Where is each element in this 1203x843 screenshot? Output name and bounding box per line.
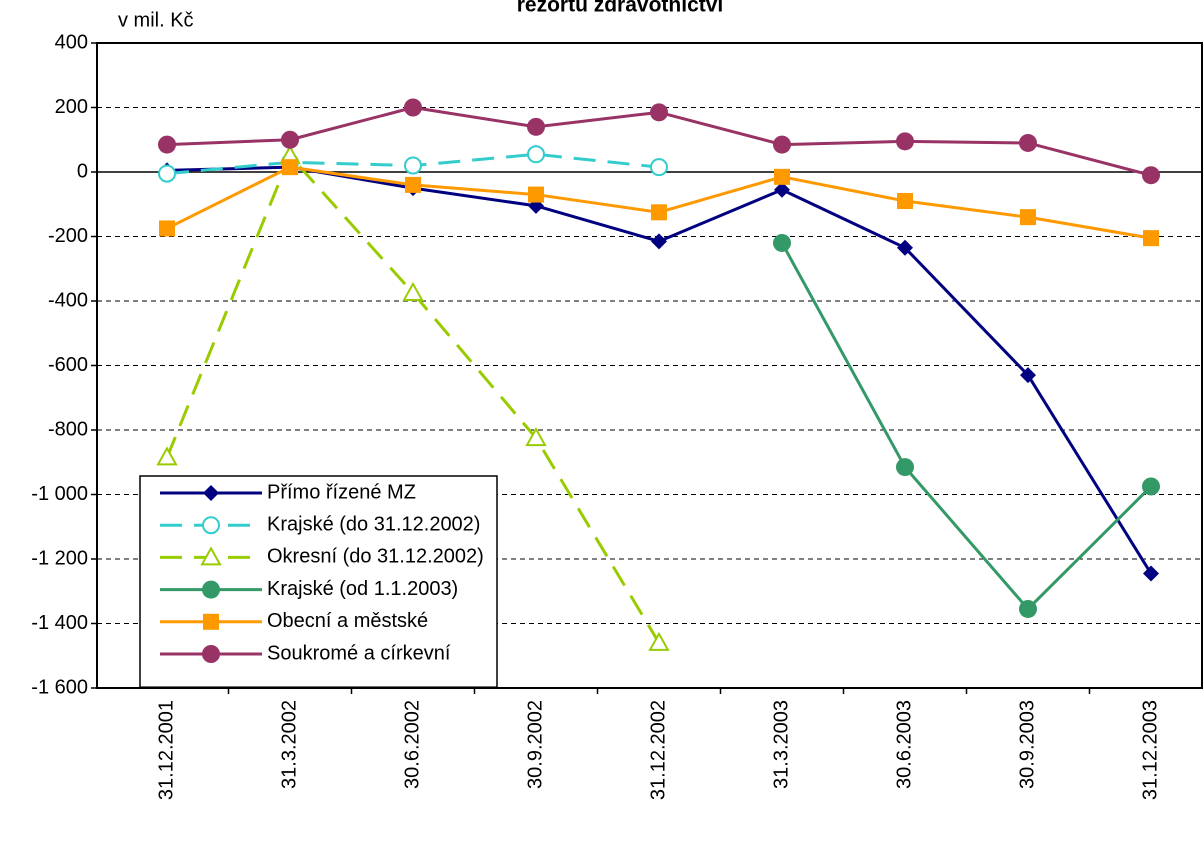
x-tick-label: 31.3.2003 [770, 700, 792, 789]
marker [897, 193, 913, 210]
marker [203, 485, 219, 501]
marker [650, 103, 668, 122]
series-line [165, 154, 661, 644]
x-tick-label: 31.12.2001 [155, 700, 177, 800]
marker [774, 181, 790, 198]
marker [773, 135, 791, 154]
x-tick-label: 31.3.2002 [278, 700, 300, 789]
marker [650, 158, 668, 177]
marker [525, 427, 547, 447]
x-tick-label: 30.6.2003 [893, 700, 915, 789]
marker [404, 98, 422, 117]
y-tick-label: -1 200 [31, 547, 88, 569]
marker [159, 220, 175, 237]
marker [158, 135, 176, 154]
chart-title: rezortu zdravotnictví [517, 0, 725, 17]
marker [774, 168, 790, 185]
y-tick-label: -600 [48, 354, 88, 376]
marker [1019, 133, 1037, 152]
y-tick-label: -800 [48, 418, 88, 440]
plot-border [96, 42, 1203, 689]
y-tick-label: 0 [77, 160, 88, 182]
x-tick-label: 30.6.2002 [401, 700, 423, 789]
marker [527, 145, 545, 164]
marker [528, 186, 544, 203]
x-tick-label: 31.12.2002 [647, 700, 669, 800]
y-tick-label: 400 [55, 31, 88, 53]
marker [896, 132, 914, 151]
marker [282, 159, 298, 176]
marker [1020, 367, 1036, 384]
marker [1142, 477, 1160, 496]
marker [773, 233, 791, 252]
legend-label: Okresní (do 31.12.2002) [267, 546, 484, 568]
marker [651, 204, 667, 221]
marker [404, 156, 422, 175]
series-line [780, 242, 1153, 611]
marker [896, 458, 914, 477]
y-tick-label: 200 [55, 96, 88, 118]
marker [202, 580, 220, 599]
marker [200, 546, 222, 566]
marker [158, 164, 176, 183]
marker [156, 446, 178, 466]
marker [402, 281, 424, 301]
marker [1019, 599, 1037, 618]
y-tick-label: -1 600 [31, 676, 88, 698]
legend-label: Přímo řízené MZ [267, 481, 416, 503]
marker [648, 631, 670, 651]
marker [1143, 565, 1159, 582]
marker [1020, 209, 1036, 226]
marker [651, 233, 667, 250]
legend-box [139, 475, 498, 688]
marker [527, 117, 545, 136]
marker [281, 130, 299, 149]
legend-label: Krajské (od 1.1.2003) [267, 578, 458, 600]
x-tick-label: 30.9.2002 [524, 700, 546, 789]
marker [202, 516, 220, 535]
legend-label: Soukromé a církevní [267, 642, 451, 664]
marker [1143, 230, 1159, 247]
y-tick-label: -200 [48, 225, 88, 247]
legend-label: Krajské (do 31.12.2002) [267, 513, 480, 535]
y-tick-label: -1 400 [31, 612, 88, 634]
marker [405, 176, 421, 193]
y-tick-label: -1 000 [31, 483, 88, 505]
x-tick-label: 31.12.2003 [1139, 700, 1161, 800]
marker [1142, 166, 1160, 185]
series-line [166, 165, 1152, 240]
marker [897, 239, 913, 256]
y-axis-label: v mil. Kč [118, 9, 194, 31]
marker [203, 613, 219, 630]
legend-label: Obecní a městské [267, 610, 428, 632]
marker [202, 645, 220, 663]
x-tick-label: 30.9.2003 [1016, 700, 1038, 789]
y-tick-label: -400 [48, 289, 88, 311]
legend: Přímo řízené MZ Krajské (do 31.12.2002) Ok… [139, 475, 498, 688]
